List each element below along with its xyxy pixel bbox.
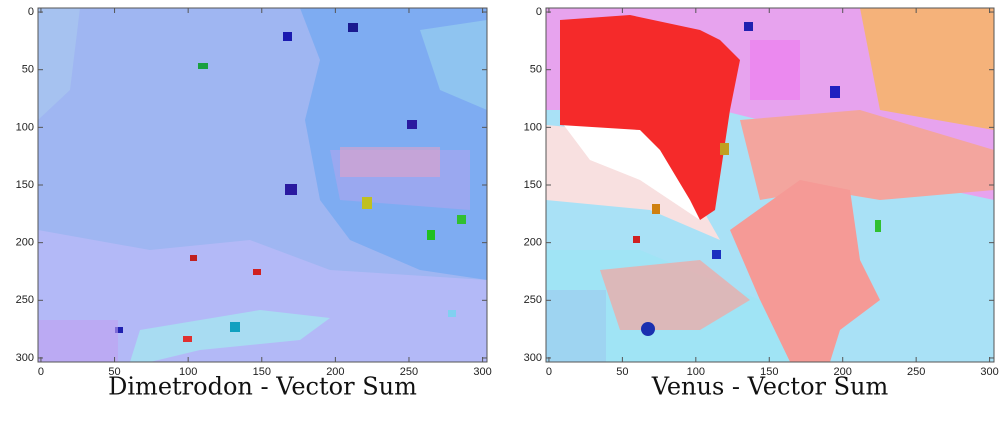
y-tick-label: 0 <box>536 6 542 18</box>
image-dimetrodon <box>38 8 487 362</box>
y-tick-label: 150 <box>16 179 34 191</box>
chart-title: Venus - Vector Sum <box>651 373 889 401</box>
y-tick-label: 300 <box>16 352 34 364</box>
x-tick-label: 100 <box>687 366 705 378</box>
x-tick-label: 300 <box>980 366 998 378</box>
image-venus <box>546 8 994 362</box>
x-tick-label: 300 <box>473 366 491 378</box>
y-tick-label: 250 <box>524 294 542 306</box>
y-tick-label: 300 <box>524 352 542 364</box>
y-tick-label: 100 <box>16 121 34 133</box>
x-tick-label: 100 <box>179 366 197 378</box>
x-tick-label: 250 <box>400 366 418 378</box>
y-tick-label: 200 <box>16 237 34 249</box>
x-tick-label: 250 <box>907 366 925 378</box>
y-tick-label: 150 <box>524 179 542 191</box>
x-tick-label: 0 <box>38 366 44 378</box>
x-tick-label: 50 <box>616 366 628 378</box>
y-tick-label: 200 <box>524 237 542 249</box>
x-tick-label: 50 <box>108 366 120 378</box>
y-tick-label: 50 <box>530 64 542 76</box>
y-tick-label: 50 <box>22 64 34 76</box>
x-tick-label: 200 <box>834 366 852 378</box>
x-tick-label: 0 <box>546 366 552 378</box>
y-tick-label: 100 <box>524 121 542 133</box>
y-tick-label: 0 <box>28 6 34 18</box>
y-tick-label: 250 <box>16 294 34 306</box>
chart-title: Dimetrodon - Vector Sum <box>108 373 417 401</box>
x-tick-label: 150 <box>760 366 778 378</box>
x-tick-label: 200 <box>326 366 344 378</box>
x-tick-label: 150 <box>253 366 271 378</box>
